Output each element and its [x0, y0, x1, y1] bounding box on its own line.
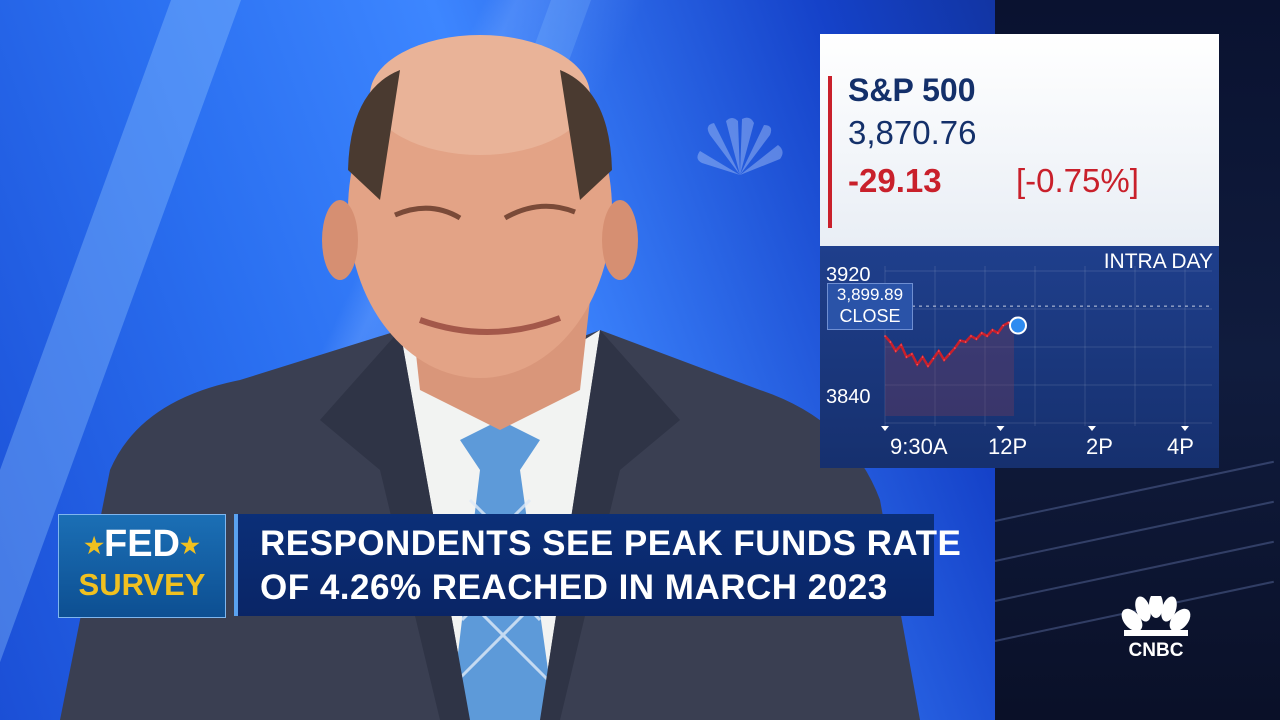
x-tick-mark: [1088, 426, 1096, 431]
x-axis-tick-label: 4P: [1167, 434, 1194, 459]
data-point: [997, 332, 999, 334]
index-change-percent: [-0.75%]: [1016, 162, 1139, 199]
data-point: [1007, 321, 1010, 324]
data-point: [905, 356, 908, 358]
x-tick-mark: [881, 426, 889, 431]
data-point: [1002, 324, 1005, 327]
data-point: [884, 335, 886, 337]
data-point: [937, 350, 940, 352]
data-point: [954, 347, 956, 349]
chart-plot-area: [881, 266, 1212, 431]
fed-survey-tag: ★FED★ SURVEY: [58, 514, 226, 618]
y-axis-bottom-label: 3840: [826, 386, 871, 408]
survey-tag-line: SURVEY: [78, 567, 206, 602]
data-point: [948, 353, 951, 355]
headline-line-2: OF 4.26% REACHED IN MARCH 2023: [260, 568, 888, 607]
data-point: [975, 338, 978, 340]
data-point: [894, 350, 897, 352]
data-point: [964, 341, 967, 343]
data-point: [959, 339, 962, 342]
star-icon: ★: [84, 532, 104, 558]
data-point: [889, 341, 892, 343]
star-icon: ★: [180, 532, 200, 558]
chart-title: INTRA DAY: [1103, 250, 1213, 273]
data-point: [943, 359, 945, 361]
x-tick-mark: [1181, 426, 1189, 431]
intraday-chart: INTRA DAY 3920 3840 9:30A 12P 2P 4P: [820, 246, 1219, 468]
fed-tag-line: ★FED★: [84, 523, 200, 565]
peacock-watermark-icon: [697, 117, 783, 175]
cnbc-logo-icon: CNBC: [1121, 596, 1191, 660]
headline-line-1: RESPONDENTS SEE PEAK FUNDS RATE: [260, 524, 962, 563]
previous-close-box: 3,899.89 CLOSE: [827, 283, 913, 330]
close-value: 3,899.89: [836, 285, 904, 304]
x-axis-tick-label: 12P: [988, 434, 1028, 459]
data-point: [921, 356, 924, 358]
data-point: [980, 332, 983, 334]
x-tick-mark: [996, 426, 1005, 431]
data-point: [911, 353, 913, 355]
x-axis-tick-label: 9:30A: [890, 434, 948, 459]
index-price: 3,870.76: [848, 114, 977, 151]
data-point: [932, 357, 935, 360]
down-indicator-bar: [828, 76, 832, 228]
current-value-marker: [1009, 316, 1027, 335]
stock-ticker-panel: S&P 500 3,870.76 -29.13 [-0.75%]: [820, 34, 1219, 246]
network-logo-text: CNBC: [1129, 640, 1184, 660]
data-point: [900, 344, 902, 346]
index-name: S&P 500: [848, 72, 976, 108]
series-area: [885, 322, 1014, 416]
headline-banner: RESPONDENTS SEE PEAK FUNDS RATE OF 4.26%…: [234, 514, 961, 616]
data-point: [927, 365, 929, 367]
data-point: [986, 335, 988, 337]
data-point: [916, 363, 919, 366]
close-label: CLOSE: [839, 306, 901, 326]
y-axis-top-label: 3920: [826, 264, 871, 286]
data-point: [991, 329, 994, 331]
x-axis-tick-label: 2P: [1086, 434, 1113, 459]
index-change: -29.13: [848, 162, 942, 199]
data-point: [970, 335, 972, 337]
